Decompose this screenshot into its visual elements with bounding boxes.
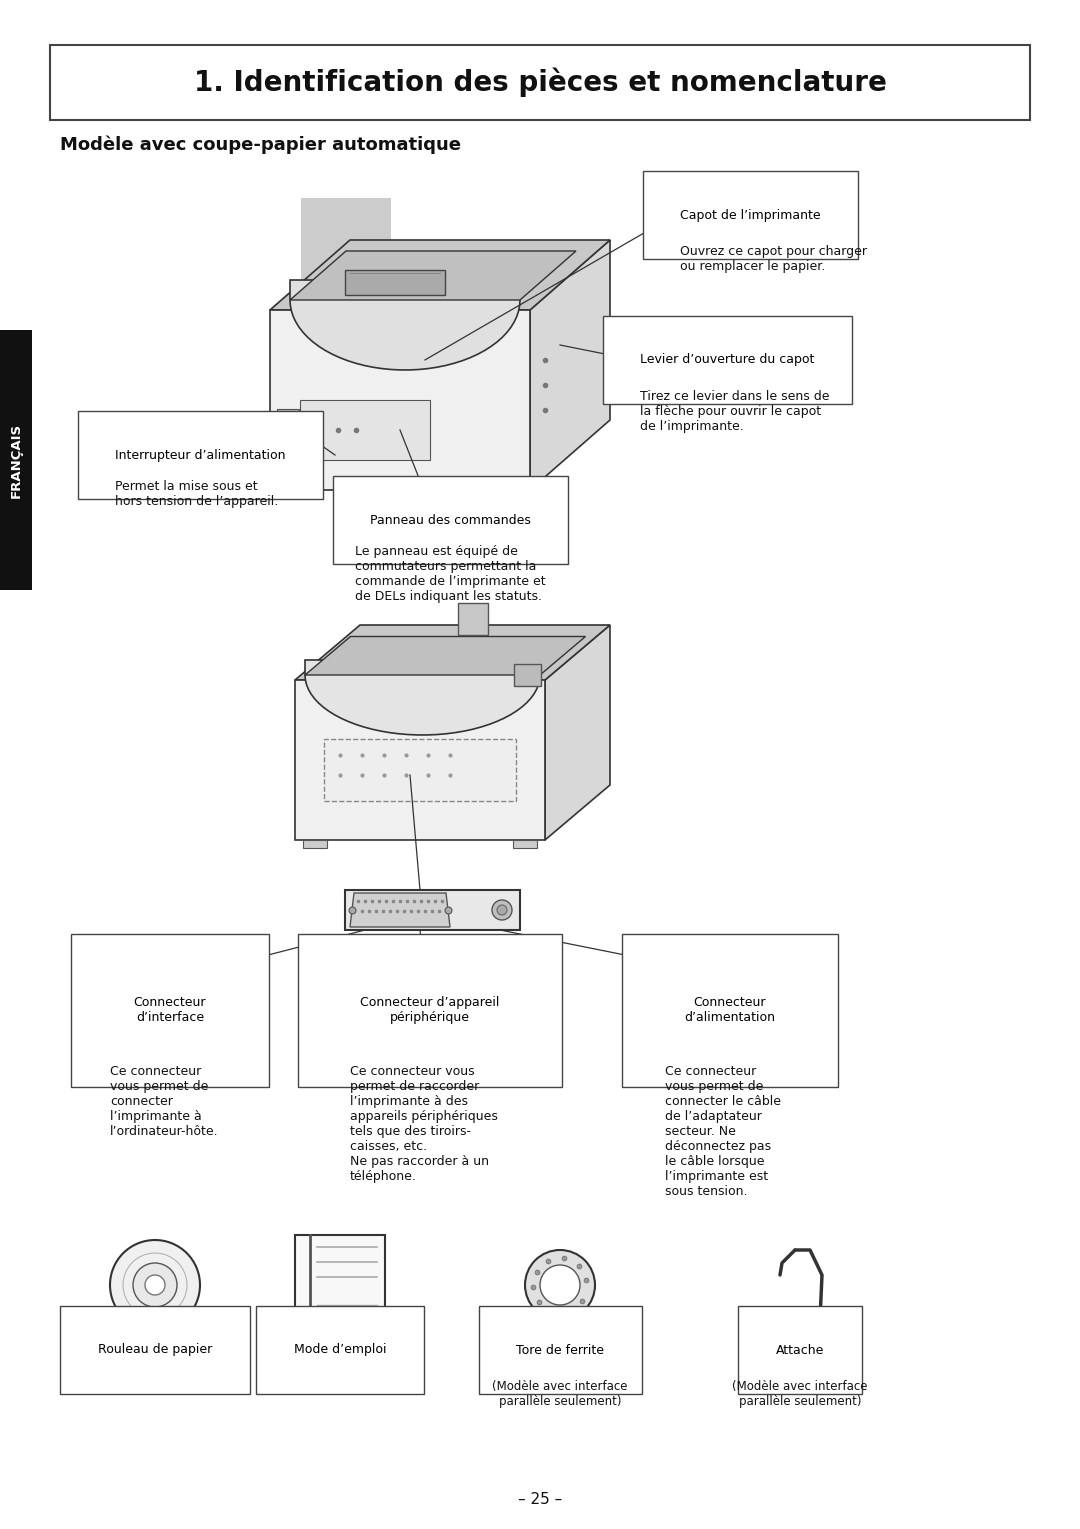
FancyBboxPatch shape xyxy=(513,839,537,849)
Text: Tore de ferrite: Tore de ferrite xyxy=(516,1344,604,1356)
Text: Levier d’ouverture du capot: Levier d’ouverture du capot xyxy=(640,353,814,367)
Text: Connecteur
d’alimentation: Connecteur d’alimentation xyxy=(685,995,775,1024)
FancyBboxPatch shape xyxy=(303,839,327,849)
Text: Modèle avec coupe-papier automatique: Modèle avec coupe-papier automatique xyxy=(60,136,461,154)
Polygon shape xyxy=(270,310,530,489)
Text: (Modèle avec interface
parallèle seulement): (Modèle avec interface parallèle seuleme… xyxy=(732,1381,867,1408)
Text: – 25 –: – 25 – xyxy=(518,1492,562,1508)
Text: Mode d’emploi: Mode d’emploi xyxy=(294,1344,387,1356)
Text: Capot de l’imprimante: Capot de l’imprimante xyxy=(680,208,821,222)
FancyBboxPatch shape xyxy=(295,1235,384,1326)
Polygon shape xyxy=(350,893,450,927)
Text: Rouleau de papier: Rouleau de papier xyxy=(98,1344,212,1356)
Polygon shape xyxy=(291,251,576,300)
Text: Ce connecteur vous
permet de raccorder
l’imprimante à des
appareils périphérique: Ce connecteur vous permet de raccorder l… xyxy=(350,1066,498,1183)
Text: Panneau des commandes: Panneau des commandes xyxy=(370,514,531,526)
Polygon shape xyxy=(301,197,391,287)
Text: Le panneau est équipé de
commutateurs permettant la
commande de l’imprimante et
: Le panneau est équipé de commutateurs pe… xyxy=(355,544,545,602)
Polygon shape xyxy=(295,625,610,680)
Polygon shape xyxy=(270,240,610,310)
Text: Tirez ce levier dans le sens de
la flèche pour ouvrir le capot
de l’imprimante.: Tirez ce levier dans le sens de la flèch… xyxy=(640,390,829,433)
Text: Ce connecteur
vous permet de
connecter
l’imprimante à
l’ordinateur-hôte.: Ce connecteur vous permet de connecter l… xyxy=(110,1066,218,1138)
FancyBboxPatch shape xyxy=(276,408,299,436)
FancyBboxPatch shape xyxy=(50,44,1030,119)
Text: Connecteur d’appareil
périphérique: Connecteur d’appareil périphérique xyxy=(361,995,500,1024)
Polygon shape xyxy=(458,602,488,635)
FancyBboxPatch shape xyxy=(345,890,519,930)
Text: 1. Identification des pièces et nomenclature: 1. Identification des pièces et nomencla… xyxy=(193,67,887,98)
Circle shape xyxy=(492,901,512,920)
Text: (Modèle avec interface
parallèle seulement): (Modèle avec interface parallèle seuleme… xyxy=(492,1381,627,1408)
FancyBboxPatch shape xyxy=(514,664,541,687)
Circle shape xyxy=(133,1263,177,1307)
Text: Permet la mise sous et
hors tension de l’appareil.: Permet la mise sous et hors tension de l… xyxy=(114,480,279,508)
Text: Interrupteur d’alimentation: Interrupteur d’alimentation xyxy=(114,448,285,462)
FancyBboxPatch shape xyxy=(324,739,516,801)
Text: Attache: Attache xyxy=(775,1344,824,1356)
Polygon shape xyxy=(345,271,445,295)
Circle shape xyxy=(525,1251,595,1320)
Text: Ce connecteur
vous permet de
connecter le câble
de l’adaptateur
secteur. Ne
déco: Ce connecteur vous permet de connecter l… xyxy=(665,1066,781,1199)
Polygon shape xyxy=(295,680,545,839)
Polygon shape xyxy=(530,240,610,489)
FancyBboxPatch shape xyxy=(0,330,32,590)
Polygon shape xyxy=(300,401,430,460)
Circle shape xyxy=(540,1264,580,1304)
Polygon shape xyxy=(305,661,540,735)
Text: FRANÇAIS: FRANÇAIS xyxy=(10,422,23,497)
Circle shape xyxy=(145,1275,165,1295)
Text: Connecteur
d’interface: Connecteur d’interface xyxy=(134,995,206,1024)
Circle shape xyxy=(110,1240,200,1330)
Circle shape xyxy=(497,905,507,914)
Polygon shape xyxy=(291,280,519,370)
Polygon shape xyxy=(305,636,585,674)
Polygon shape xyxy=(545,625,610,839)
Text: Ouvrez ce capot pour charger
ou remplacer le papier.: Ouvrez ce capot pour charger ou remplace… xyxy=(680,245,867,274)
